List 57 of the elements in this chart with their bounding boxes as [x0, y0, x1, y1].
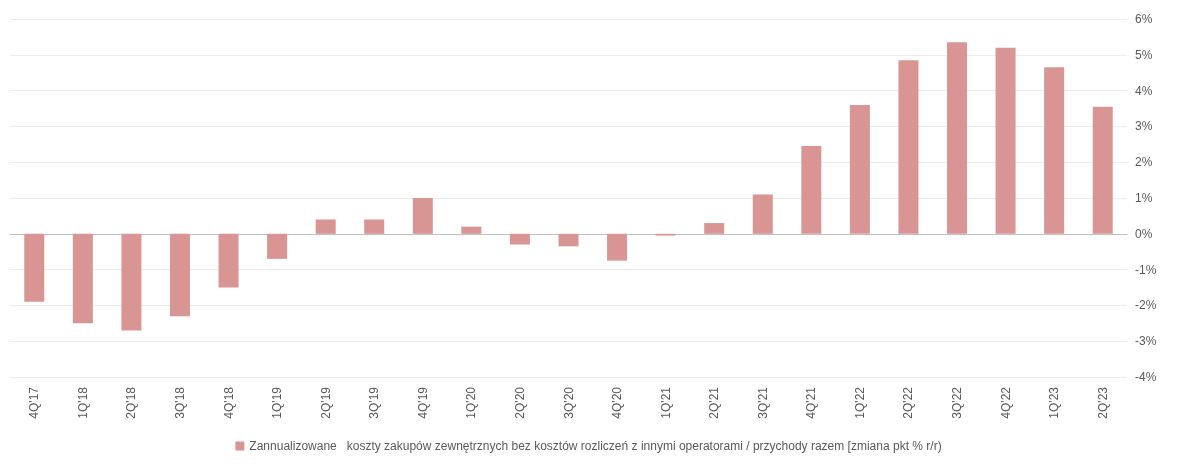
- x-tick-label: 2Q'23: [1095, 386, 1110, 419]
- x-tick-label: 3Q'18: [172, 386, 187, 419]
- x-tick-label: 1Q'19: [270, 386, 285, 419]
- x-tick-label: 4Q'18: [221, 386, 236, 419]
- bar: [947, 42, 968, 234]
- bar: [704, 223, 725, 234]
- y-tick-label: -3%: [1135, 334, 1157, 349]
- x-tick-label: 3Q'20: [561, 386, 576, 419]
- y-tick-label: 2%: [1135, 155, 1153, 170]
- x-tick-label: 4Q'19: [415, 386, 430, 419]
- y-tick-label: -4%: [1135, 370, 1157, 384]
- bar: [509, 233, 530, 245]
- x-tick-label: 2Q'20: [512, 386, 527, 419]
- bar: [849, 104, 870, 234]
- x-tick-label: 1Q'18: [75, 386, 90, 419]
- bar: [995, 47, 1016, 234]
- bar: [218, 233, 239, 288]
- x-tick-label: 1Q'21: [658, 386, 673, 419]
- bar: [801, 146, 822, 234]
- x-tick-label: 4Q'22: [998, 386, 1013, 419]
- x-tick-label: 1Q'23: [1047, 386, 1062, 419]
- x-tick-label: 3Q'22: [950, 386, 965, 419]
- bar: [461, 226, 482, 234]
- x-tick-label: 3Q'19: [367, 386, 382, 419]
- y-tick-label: 3%: [1135, 119, 1153, 134]
- bar: [169, 233, 190, 317]
- y-tick-label: 5%: [1135, 47, 1153, 62]
- bar: [558, 233, 579, 247]
- x-tick-label: 1Q'20: [464, 386, 479, 419]
- bar: [121, 233, 142, 331]
- x-tick-label: 2Q'18: [124, 386, 139, 419]
- x-tick-label: 1Q'22: [852, 386, 867, 419]
- bar: [72, 233, 93, 324]
- y-tick-label: 1%: [1135, 191, 1153, 205]
- bar: [24, 233, 45, 302]
- bar: [607, 233, 628, 261]
- x-tick-label: 4Q'20: [610, 386, 625, 419]
- bar: [752, 194, 773, 234]
- x-tick-label: 4Q'21: [804, 386, 819, 419]
- x-tick-label: 3Q'21: [755, 386, 770, 419]
- bar: [364, 219, 385, 234]
- bar: [1092, 106, 1113, 234]
- bar: [412, 198, 433, 234]
- legend-label: Zannualizowane koszty zakupów zewnętrznych bez kosztów rozliczeń z innymi operatorami / przychody razem [zmiana pkt % r/r): [249, 439, 942, 453]
- bar: [898, 60, 919, 234]
- y-tick-label: 4%: [1135, 83, 1153, 98]
- bar: [315, 219, 336, 234]
- bar: [1044, 67, 1065, 234]
- x-tick-label: 4Q'17: [27, 386, 42, 419]
- y-tick-label: 6%: [1135, 12, 1153, 26]
- y-tick-label: 0%: [1135, 226, 1153, 241]
- x-tick-label: 2Q'22: [901, 386, 916, 419]
- bar: [267, 233, 288, 259]
- x-tick-label: 2Q'19: [318, 386, 333, 419]
- x-tick-label: 2Q'21: [707, 386, 722, 419]
- y-tick-label: -2%: [1135, 298, 1157, 313]
- y-tick-label: -1%: [1135, 262, 1157, 277]
